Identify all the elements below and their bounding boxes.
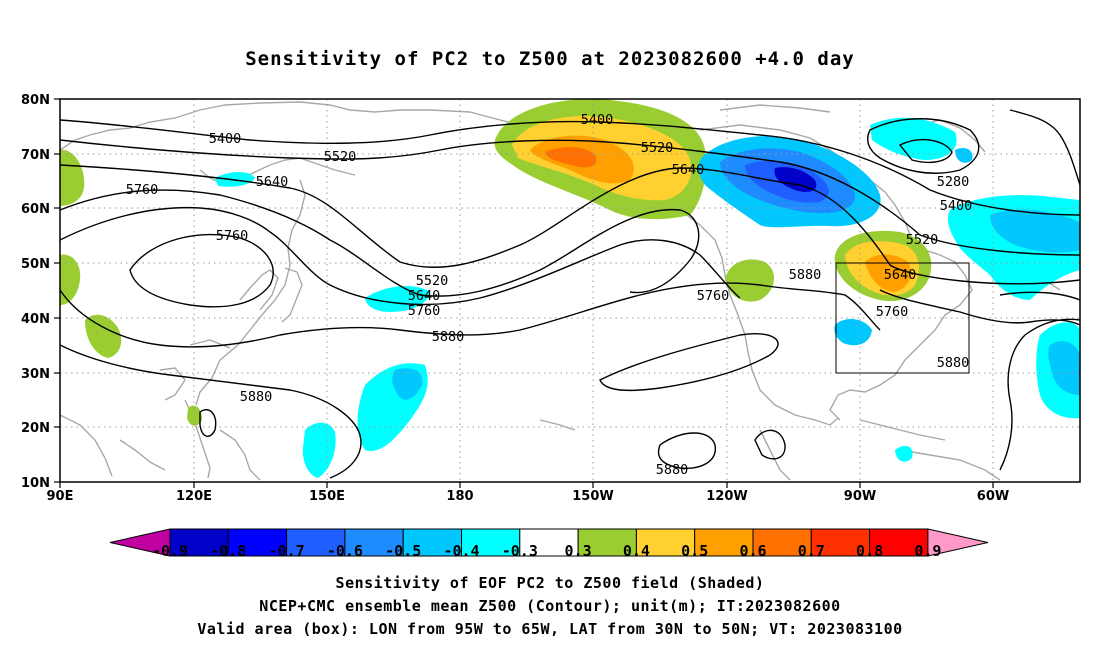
contour-label: 5640 xyxy=(884,267,917,283)
lat-label: 20N xyxy=(21,421,50,436)
contour-label: 5880 xyxy=(937,355,970,371)
colorbar-label: 0.8 xyxy=(856,542,883,560)
lat-label: 10N xyxy=(21,476,50,491)
colorbar-label: -0.3 xyxy=(502,542,538,560)
contour-label: 5640 xyxy=(256,174,289,190)
longitude-labels: 90E 120E 150E 180 150W 120W 90W 60W xyxy=(47,489,1010,504)
lat-label: 80N xyxy=(21,93,50,108)
plot-frame xyxy=(59,98,1081,483)
contour-label: 5760 xyxy=(876,304,909,320)
contour-label: 5880 xyxy=(656,462,689,478)
colorbar-label: -0.5 xyxy=(385,542,421,560)
colorbar-swatch xyxy=(286,528,346,557)
colorbar-label: 0.4 xyxy=(623,542,650,560)
colorbar-swatch xyxy=(169,528,229,557)
colorbar-label: -0.7 xyxy=(269,542,305,560)
contour-label: 5520 xyxy=(324,149,357,165)
lat-label: 60N xyxy=(21,202,50,217)
contour-label: 5400 xyxy=(209,131,242,147)
colorbar-label: -0.4 xyxy=(443,542,479,560)
colorbar-label: 0.6 xyxy=(739,542,766,560)
lon-label: 120W xyxy=(706,489,747,504)
contour-label: 5640 xyxy=(672,162,705,178)
lon-label: 120E xyxy=(176,489,212,504)
lat-label: 50N xyxy=(21,257,50,272)
contour-label: 5520 xyxy=(416,273,449,289)
latitude-labels: 80N 70N 60N 50N 40N 30N 20N 10N xyxy=(21,93,50,491)
colorbar-label: -0.9 xyxy=(152,542,188,560)
contour-label: 5880 xyxy=(789,267,822,283)
colorbar-swatch xyxy=(519,528,579,557)
lon-label: 90E xyxy=(47,489,74,504)
colorbar-swatch xyxy=(869,528,929,557)
colorbar-swatch xyxy=(752,528,812,557)
contour-label: 5880 xyxy=(432,329,465,345)
valid-area-box xyxy=(835,262,970,374)
colorbar-swatch xyxy=(810,528,871,557)
contour-label: 5280 xyxy=(937,174,970,190)
caption-line-1: Sensitivity of EOF PC2 to Z500 field (Sh… xyxy=(335,574,765,592)
colorbar-swatch xyxy=(344,528,404,557)
caption-line-3: Valid area (box): LON from 95W to 65W, L… xyxy=(197,620,903,638)
contour-label: 5520 xyxy=(641,140,674,156)
colorbar-swatch xyxy=(694,528,754,557)
contour-label: 5760 xyxy=(216,228,249,244)
contour-label: 5520 xyxy=(906,232,939,248)
contour-label: 5880 xyxy=(240,389,273,405)
lon-label: 150W xyxy=(572,489,613,504)
lon-label: 180 xyxy=(446,489,473,504)
lon-label: 90W xyxy=(844,489,876,504)
colorbar-label: 0.5 xyxy=(681,542,708,560)
contour-label: 5760 xyxy=(408,303,441,319)
colorbar-label: -0.8 xyxy=(210,542,246,560)
caption-line-2: NCEP+CMC ensemble mean Z500 (Contour); u… xyxy=(259,597,841,615)
z500-contours xyxy=(60,109,1080,479)
lon-label: 60W xyxy=(977,489,1009,504)
sensitivity-shading xyxy=(60,99,1080,478)
colorbar-label: 0.9 xyxy=(914,542,941,560)
lat-label: 70N xyxy=(21,148,50,163)
colorbar-label: -0.6 xyxy=(327,542,363,560)
lon-label: 150E xyxy=(309,489,345,504)
contour-label: 5400 xyxy=(940,198,973,214)
lat-label: 40N xyxy=(21,312,50,327)
colorbar-label: 0.3 xyxy=(565,542,592,560)
map-title: Sensitivity of PC2 to Z500 at 2023082600… xyxy=(245,48,855,70)
colorbar-swatch xyxy=(402,528,463,557)
axis-ticks xyxy=(54,98,994,488)
colorbar-label: 0.7 xyxy=(798,542,825,560)
contour-label: 5640 xyxy=(408,288,441,304)
lat-lon-grid xyxy=(60,99,1080,482)
contour-label: 5760 xyxy=(126,182,159,198)
colorbar: -0.9 -0.8 -0.7 -0.6 -0.5 -0.4 -0.3 0.3 0.4 0.5 0.6… xyxy=(109,528,989,560)
colorbar-arrow-right xyxy=(927,528,989,557)
lat-label: 30N xyxy=(21,367,50,382)
contour-label: 5760 xyxy=(697,288,730,304)
contour-labels: 5400 5520 5640 5760 5760 5400 5520 5640 … xyxy=(126,112,973,478)
contour-label: 5400 xyxy=(581,112,614,128)
